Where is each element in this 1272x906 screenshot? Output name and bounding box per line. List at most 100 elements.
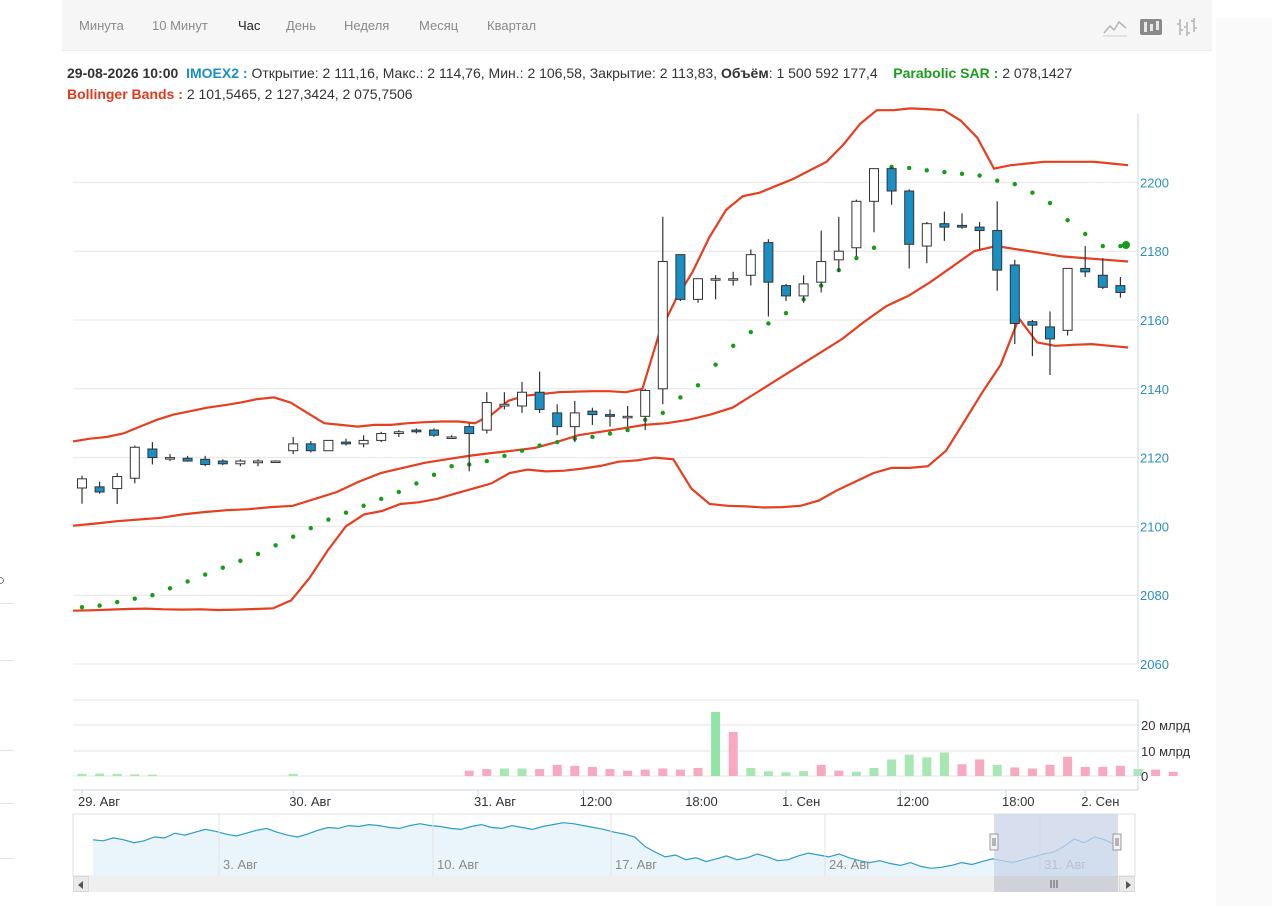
navigator-handle: [1112, 833, 1122, 851]
volume-bar: [112, 773, 122, 776]
volume-label: Объём: [720, 65, 769, 81]
tab-day[interactable]: День: [286, 18, 316, 33]
sar-dot: [132, 596, 137, 601]
price-tick-label: 2080: [1140, 588, 1169, 603]
volume-bar: [499, 768, 509, 776]
time-tick-label: 12:00: [896, 794, 929, 809]
sar-dot: [660, 410, 665, 416]
tab-hour[interactable]: Час: [238, 18, 261, 33]
candle-body: [77, 478, 87, 489]
bollinger-label: Bollinger Bands: [67, 86, 175, 102]
volume-bars: [77, 711, 1178, 776]
candle-body: [393, 431, 404, 435]
sar-dot: [185, 579, 190, 584]
sar-dot: [959, 171, 965, 176]
close-value: 2 113,83: [659, 65, 714, 81]
time-tick-label: 2. Сен: [1081, 794, 1119, 809]
candle-body: [481, 402, 492, 431]
sar-dot: [343, 510, 349, 515]
sar-dot: [678, 395, 683, 400]
sar-dot: [115, 599, 120, 605]
sar-dot: [748, 329, 753, 335]
volume-bar: [939, 752, 949, 776]
volume-bar: [693, 767, 703, 776]
navigator-scrollbar-track[interactable]: [89, 876, 1119, 892]
sar-dot: [203, 572, 208, 577]
volume-bar: [869, 767, 879, 776]
volume-value: 1 500 592 177,4: [776, 65, 878, 81]
candle-body: [499, 403, 510, 407]
navigator-area: [93, 822, 1115, 876]
volume-bar: [816, 764, 826, 776]
scroll-right-button[interactable]: [1119, 876, 1135, 892]
tab-month[interactable]: Месяц: [419, 18, 459, 33]
sar-dot: [255, 551, 261, 557]
candle-body: [270, 460, 281, 464]
navigator-label: 24. Авг: [829, 857, 871, 872]
volume-bar: [975, 759, 985, 776]
volume-bar: [675, 769, 685, 776]
parabolic-sar-dots: [79, 164, 1130, 610]
sar-dot: [150, 593, 155, 598]
volume-bar: [746, 767, 756, 776]
volume-bar: [763, 771, 773, 776]
tab-quarter[interactable]: Квартал: [487, 18, 537, 33]
sar-dot: [97, 603, 102, 608]
sar-dot: [502, 453, 507, 459]
candle-body: [200, 458, 211, 465]
low-value: 2 106,58: [527, 65, 582, 81]
sar-dot: [995, 178, 1000, 183]
candle-body: [851, 200, 862, 249]
time-tick-label: 30. Авг: [289, 794, 331, 809]
candle-body: [376, 433, 387, 441]
line-chart-icon[interactable]: [1102, 15, 1128, 39]
volume-bar: [570, 765, 580, 776]
volume-bar: [605, 769, 615, 776]
sar-dot: [414, 481, 419, 486]
sar-separator: :: [989, 65, 1003, 81]
open-label: Открытие:: [251, 65, 319, 81]
tab-minute[interactable]: Минута: [79, 18, 124, 33]
volume-bar: [517, 768, 527, 776]
candle-body: [816, 261, 827, 283]
sar-dot: [484, 458, 489, 464]
candle-body: [1027, 321, 1038, 326]
volume-bar: [799, 771, 809, 776]
sar-dot: [871, 245, 877, 250]
scroll-grip-icon: [1050, 880, 1058, 888]
bollinger-bands: [72, 107, 1129, 612]
bollinger-values: 2 101,5465, 2 127,3424, 2 075,7506: [186, 86, 413, 102]
candle-body: [693, 278, 703, 300]
volume-bar: [711, 711, 721, 776]
navigator-scrollbar-thumb[interactable]: [994, 876, 1118, 892]
candlesticks: [77, 166, 1126, 505]
volume-bar: [851, 771, 861, 776]
candle-body: [675, 254, 686, 300]
candle-body: [904, 190, 915, 245]
volume-tick-label: 10 млрд: [1141, 744, 1191, 759]
bollinger-upper-line: [72, 107, 1129, 443]
ohlc-bar-chart-icon[interactable]: [1174, 15, 1200, 39]
candle-body: [886, 168, 897, 192]
candle-body: [1009, 264, 1020, 324]
volume-bar: [658, 768, 668, 776]
candle-body: [974, 226, 985, 232]
tab-week[interactable]: Неделя: [344, 18, 390, 33]
open-value: 2 111,16: [322, 65, 375, 81]
candle-body: [341, 441, 351, 445]
tab-10-minutes[interactable]: 10 Минут: [152, 18, 208, 33]
sar-dot: [625, 427, 630, 433]
candle-body: [921, 223, 932, 247]
high-label: Макс.:: [382, 65, 424, 81]
candlestick-chart-icon[interactable]: [1138, 15, 1164, 39]
right-edge-panel: [1216, 18, 1272, 906]
left-divider: [0, 750, 14, 751]
candle-body: [323, 439, 334, 452]
bollinger-separator: :: [174, 86, 187, 102]
scroll-left-button[interactable]: [73, 876, 89, 892]
candle-body: [939, 223, 950, 228]
sar-dot: [308, 525, 313, 531]
sar-dot: [555, 439, 560, 445]
